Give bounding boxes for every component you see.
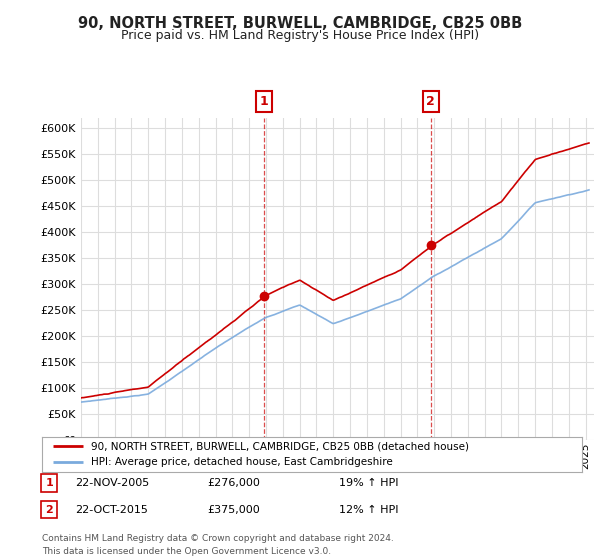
Text: 22-OCT-2015: 22-OCT-2015 [75,505,148,515]
Text: HPI: Average price, detached house, East Cambridgeshire: HPI: Average price, detached house, East… [91,457,392,467]
Text: 12% ↑ HPI: 12% ↑ HPI [339,505,398,515]
Text: 2: 2 [427,95,435,108]
Text: Contains HM Land Registry data © Crown copyright and database right 2024.
This d: Contains HM Land Registry data © Crown c… [42,534,394,556]
Text: £276,000: £276,000 [207,478,260,488]
Text: 1: 1 [260,95,269,108]
Text: 19% ↑ HPI: 19% ↑ HPI [339,478,398,488]
Text: 90, NORTH STREET, BURWELL, CAMBRIDGE, CB25 0BB (detached house): 90, NORTH STREET, BURWELL, CAMBRIDGE, CB… [91,441,469,451]
Text: Price paid vs. HM Land Registry's House Price Index (HPI): Price paid vs. HM Land Registry's House … [121,29,479,42]
Text: 90, NORTH STREET, BURWELL, CAMBRIDGE, CB25 0BB: 90, NORTH STREET, BURWELL, CAMBRIDGE, CB… [78,16,522,31]
Text: £375,000: £375,000 [207,505,260,515]
Text: 2: 2 [46,505,53,515]
Text: 1: 1 [46,478,53,488]
Text: 22-NOV-2005: 22-NOV-2005 [75,478,149,488]
